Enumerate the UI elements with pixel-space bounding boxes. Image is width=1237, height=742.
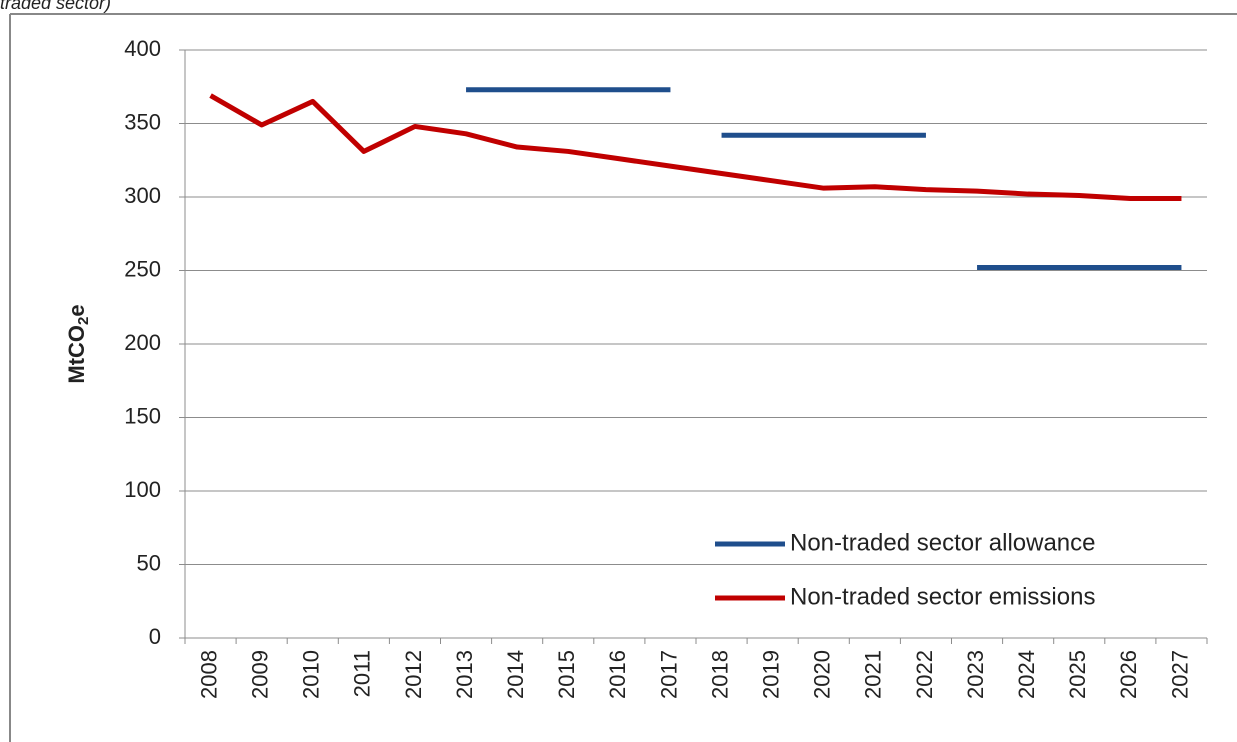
y-tick-label: 350 xyxy=(124,109,161,134)
x-tick-label: 2026 xyxy=(1116,650,1141,699)
x-tick-label: 2024 xyxy=(1014,650,1039,699)
x-tick-label: 2009 xyxy=(247,650,272,699)
x-tick-label: 2023 xyxy=(963,650,988,699)
y-tick-label: 100 xyxy=(124,477,161,502)
y-tick-label: 200 xyxy=(124,330,161,355)
series-line xyxy=(466,87,1182,271)
x-tick-label: 2022 xyxy=(912,650,937,699)
x-tick-label: 2018 xyxy=(707,650,732,699)
x-tick-label: 2008 xyxy=(196,650,221,699)
x-tick-label: 2020 xyxy=(810,650,835,699)
x-tick-label: 2013 xyxy=(452,650,477,699)
x-tick-label: 2025 xyxy=(1065,650,1090,699)
x-tick-label: 2014 xyxy=(503,650,528,699)
chart-title: traded sector) xyxy=(0,0,111,13)
x-tick-label: 2027 xyxy=(1167,650,1192,699)
x-tick-label: 2019 xyxy=(758,650,783,699)
x-tick-label: 2021 xyxy=(861,650,886,699)
y-tick-label: 300 xyxy=(124,183,161,208)
x-tick-label: 2012 xyxy=(401,650,426,699)
y-tick-label: 50 xyxy=(137,550,161,575)
x-tick-label: 2016 xyxy=(605,650,630,699)
y-tick-label: 250 xyxy=(124,256,161,281)
legend-label: Non-traded sector allowance xyxy=(790,529,1096,556)
x-tick-label: 2011 xyxy=(350,650,375,697)
series-line xyxy=(209,93,1182,201)
x-tick-label: 2015 xyxy=(554,650,579,699)
x-tick-label: 2017 xyxy=(656,650,681,699)
y-tick-label: 400 xyxy=(124,36,161,61)
y-tick-label: 0 xyxy=(149,624,161,649)
y-tick-label: 150 xyxy=(124,403,161,428)
y-axis-label: MtCO2e xyxy=(64,304,92,383)
legend-label: Non-traded sector emissions xyxy=(790,583,1095,610)
x-tick-label: 2010 xyxy=(299,650,324,699)
